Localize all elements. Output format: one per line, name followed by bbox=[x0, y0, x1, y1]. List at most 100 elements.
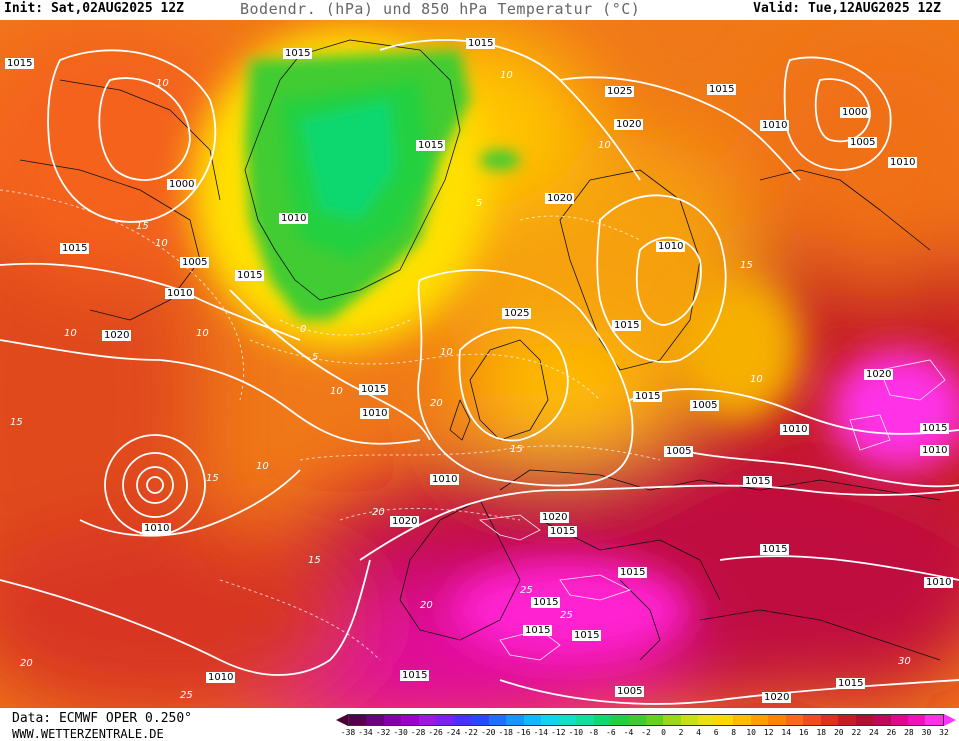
colorbar-swatch bbox=[855, 715, 874, 725]
temperature-contour-label: 15 bbox=[308, 555, 321, 566]
colorbar-swatch bbox=[366, 715, 384, 725]
isobar-label: 1010 bbox=[780, 424, 810, 435]
colorbar-tick-label: -10 bbox=[568, 728, 584, 737]
temperature-contour-label: 10 bbox=[64, 328, 77, 339]
isobar-label: 1010 bbox=[888, 157, 918, 168]
colorbar-tick-label: -2 bbox=[641, 728, 651, 737]
valid-time: Valid: Tue,12AUG2025 12Z bbox=[753, 1, 941, 16]
isobar-label: 1020 bbox=[102, 330, 132, 341]
isobar-label: 1015 bbox=[416, 140, 446, 151]
isobar-label: 1010 bbox=[430, 474, 460, 485]
colorbar-swatch bbox=[558, 715, 577, 725]
isobar-label: 1025 bbox=[502, 308, 532, 319]
colorbar-swatch bbox=[401, 715, 419, 725]
isobar-label: 1015 bbox=[60, 243, 90, 254]
temperature-contour-label: 30 bbox=[898, 656, 911, 667]
isobar-label: 1000 bbox=[167, 179, 197, 190]
colorbar-tick-label: -26 bbox=[428, 728, 443, 737]
temperature-contour-label: 10 bbox=[155, 238, 168, 249]
colorbar-swatch bbox=[680, 715, 699, 725]
colorbar-tick-label: -28 bbox=[410, 728, 426, 737]
colorbar-swatch bbox=[733, 715, 751, 725]
colorbar-tick-label: -38 bbox=[340, 728, 356, 737]
colorbar-swatch bbox=[803, 715, 821, 725]
isobar-label: 1015 bbox=[283, 48, 313, 59]
temperature-contour-label: 15 bbox=[206, 473, 219, 484]
isobar-label: 1010 bbox=[206, 672, 236, 683]
isobar-label: 1010 bbox=[279, 213, 309, 224]
temperature-contour-label: 15 bbox=[510, 444, 523, 455]
isobar-label: 1005 bbox=[180, 257, 210, 268]
colorbar-tick-label: 6 bbox=[713, 728, 719, 737]
colorbar-tick-label: 16 bbox=[798, 728, 809, 737]
isobar-label: 1010 bbox=[360, 408, 390, 419]
colorbar-tick-label: 14 bbox=[781, 728, 792, 737]
isobar-label: 1015 bbox=[466, 38, 496, 49]
colorbar-tick-label: -4 bbox=[623, 728, 634, 737]
colorbar-swatch bbox=[645, 715, 664, 725]
temperature-contour-label: 15 bbox=[136, 221, 149, 232]
colorbar-swatch bbox=[908, 715, 926, 725]
temperature-contour-label: 20 bbox=[430, 398, 443, 409]
temperature-contour-label: 10 bbox=[750, 374, 763, 385]
isobar-label: 1015 bbox=[235, 270, 265, 281]
isobar-label: 1010 bbox=[142, 523, 172, 534]
colorbar-swatch bbox=[418, 715, 437, 725]
colorbar-swatch bbox=[838, 715, 856, 725]
colorbar-swatch bbox=[698, 715, 716, 725]
temperature-contour-label: 10 bbox=[156, 78, 169, 89]
colorbar-swatch bbox=[383, 715, 402, 725]
colorbar-tick-label: 28 bbox=[904, 728, 914, 737]
isobar-label: 1015 bbox=[612, 320, 642, 331]
colorbar-swatch bbox=[611, 715, 629, 725]
colorbar-tick-label: -20 bbox=[481, 728, 496, 737]
isobar-label: 1015 bbox=[359, 384, 389, 395]
colorbar-swatch bbox=[750, 715, 769, 725]
colorbar-tick-label: 2 bbox=[678, 728, 684, 737]
temperature-contour-label: 10 bbox=[500, 70, 513, 81]
temperature-contour-label: 20 bbox=[372, 507, 385, 518]
colorbar-tick-label: 18 bbox=[816, 728, 827, 737]
temperature-contour-label: 10 bbox=[256, 461, 269, 472]
website-link[interactable]: WWW.WETTERZENTRALE.DE bbox=[12, 727, 164, 741]
isobar-label: 1015 bbox=[707, 84, 737, 95]
colorbar-ticks: -38 -34 -32 -30 -28 -26 -24 -22 -20 -18 -16 -14 -12-… bbox=[341, 728, 949, 739]
colorbar-swatch bbox=[471, 715, 489, 725]
colorbar-tick-label: 0 bbox=[661, 728, 666, 737]
isobar-label: 1005 bbox=[690, 400, 720, 411]
isobar-label: 1005 bbox=[615, 686, 645, 697]
isobar-label: 1020 bbox=[614, 119, 644, 130]
temperature-contour-label: 10 bbox=[440, 347, 453, 358]
colorbar-tick-label: -24 bbox=[445, 728, 461, 737]
footer-bar: Data: ECMWF OPER 0.250° WWW.WETTERZENTRA… bbox=[0, 708, 959, 741]
colorbar-tick-label: -14 bbox=[533, 728, 549, 737]
colorbar-tick-label: -18 bbox=[498, 728, 513, 737]
colorbar-swatch bbox=[576, 715, 594, 725]
colorbar-tick-label: 32 bbox=[939, 728, 949, 737]
isobar-label: 1020 bbox=[390, 516, 420, 527]
colorbar-tick-label: 10 bbox=[746, 728, 756, 737]
colorbar-swatch bbox=[488, 715, 507, 725]
isobar-label: 1015 bbox=[572, 630, 602, 641]
colorbar-tick-label: -6 bbox=[606, 728, 616, 737]
colorbar-min-arrow bbox=[336, 714, 348, 726]
isobar-label: 1010 bbox=[920, 445, 950, 456]
temperature-contour-label: 25 bbox=[180, 690, 193, 701]
colorbar-tick-label: -32 bbox=[375, 728, 391, 737]
temperature-contour-label: 0 bbox=[300, 324, 307, 335]
colorbar-tick-label: -30 bbox=[393, 728, 408, 737]
colorbar-swatch bbox=[523, 715, 542, 725]
isobar-label: 1015 bbox=[920, 423, 950, 434]
colorbar-max-arrow bbox=[944, 714, 956, 726]
temperature-contour-label: 15 bbox=[10, 417, 23, 428]
temperature-contours bbox=[0, 189, 661, 661]
map-title: Bodendr. (hPa) und 850 hPa Temperatur (°… bbox=[240, 0, 641, 18]
isobar-label: 1000 bbox=[840, 107, 870, 118]
isobar-label: 1010 bbox=[924, 577, 954, 588]
colorbar-swatch bbox=[715, 715, 734, 725]
isobar-label: 1015 bbox=[548, 526, 578, 537]
colorbar-swatch bbox=[453, 715, 472, 725]
colorbar-tick-label: 30 bbox=[921, 728, 932, 737]
colorbar-strip bbox=[348, 714, 944, 726]
colorbar-swatch bbox=[873, 715, 891, 725]
